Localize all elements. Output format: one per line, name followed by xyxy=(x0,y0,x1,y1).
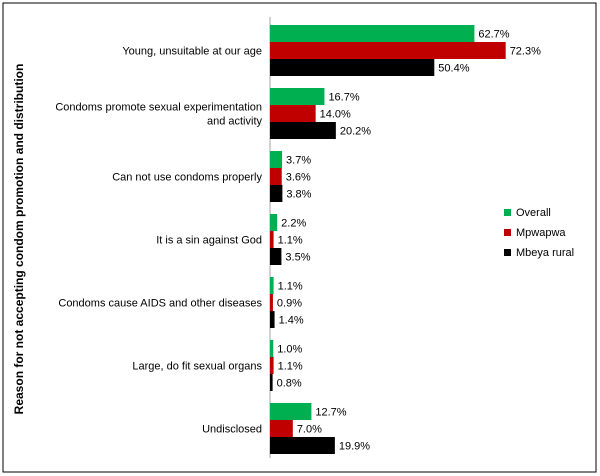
data-label: 3.7% xyxy=(286,155,311,167)
data-label: 12.7% xyxy=(315,407,346,419)
bar xyxy=(270,214,278,231)
bar xyxy=(270,185,283,202)
legend-swatch xyxy=(504,209,511,216)
data-label: 2.2% xyxy=(281,218,306,230)
bar xyxy=(270,294,273,311)
data-label: 19.9% xyxy=(339,441,370,453)
bar xyxy=(270,105,316,122)
legend-swatch xyxy=(504,249,511,256)
category-label: and activity xyxy=(207,116,263,128)
category-label: Condoms promote sexual experimentation xyxy=(55,102,262,114)
bar xyxy=(270,25,475,42)
bar xyxy=(270,231,274,248)
data-label: 20.2% xyxy=(340,126,371,138)
bar xyxy=(270,151,283,168)
bar xyxy=(270,122,336,139)
bar xyxy=(270,311,275,328)
data-label: 7.0% xyxy=(297,424,322,436)
data-label: 3.8% xyxy=(286,189,311,201)
data-labels: 62.7%72.3% 50.4% 16.7% 14.0% 20.2% 3.7% 3.6% 3.… xyxy=(277,29,541,453)
bar xyxy=(270,420,293,437)
category-label: Can not use condoms properly xyxy=(112,172,262,184)
bar xyxy=(270,403,312,420)
bar xyxy=(270,42,506,59)
legend-swatch xyxy=(504,229,511,236)
bar xyxy=(270,357,274,374)
category-label: Condoms cause AIDS and other diseases xyxy=(58,298,262,310)
bar xyxy=(270,168,282,185)
data-label: 1.1% xyxy=(278,281,303,293)
bar xyxy=(270,277,274,294)
bar xyxy=(270,340,274,357)
bar xyxy=(270,88,325,105)
bar xyxy=(270,248,282,265)
legend-label: Mbeya rural xyxy=(516,247,574,259)
category-label: It is a sin against God xyxy=(156,235,262,247)
data-label: 16.7% xyxy=(328,92,359,104)
data-label: 50.4% xyxy=(438,63,469,75)
data-label: 0.9% xyxy=(277,298,302,310)
legend-label: Overall xyxy=(516,207,551,219)
data-label: 72.3% xyxy=(510,46,541,58)
bar xyxy=(270,437,335,454)
data-label: 1.1% xyxy=(278,361,303,373)
category-label: Young, unsuitable at our age xyxy=(122,46,262,58)
category-label: Undisclosed xyxy=(202,424,262,436)
y-axis-title: Reason for not accepting condom promotio… xyxy=(12,64,26,415)
bar-series xyxy=(270,25,506,454)
data-label: 1.0% xyxy=(277,344,302,356)
data-label: 62.7% xyxy=(478,29,509,41)
legend: Overall Mpwapwa Mbeya rural xyxy=(504,207,574,259)
data-label: 3.6% xyxy=(286,172,311,184)
bar xyxy=(270,59,435,76)
data-label: 14.0% xyxy=(320,109,351,121)
category-labels: Young, unsuitable at our age Condoms prom… xyxy=(55,46,262,436)
data-label: 0.8% xyxy=(277,378,302,390)
data-label: 3.5% xyxy=(285,252,310,264)
legend-label: Mpwapwa xyxy=(516,227,566,239)
bar xyxy=(270,374,273,391)
data-label: 1.4% xyxy=(279,315,304,327)
category-label: Large, do fit sexual organs xyxy=(132,361,262,373)
data-label: 1.1% xyxy=(278,235,303,247)
